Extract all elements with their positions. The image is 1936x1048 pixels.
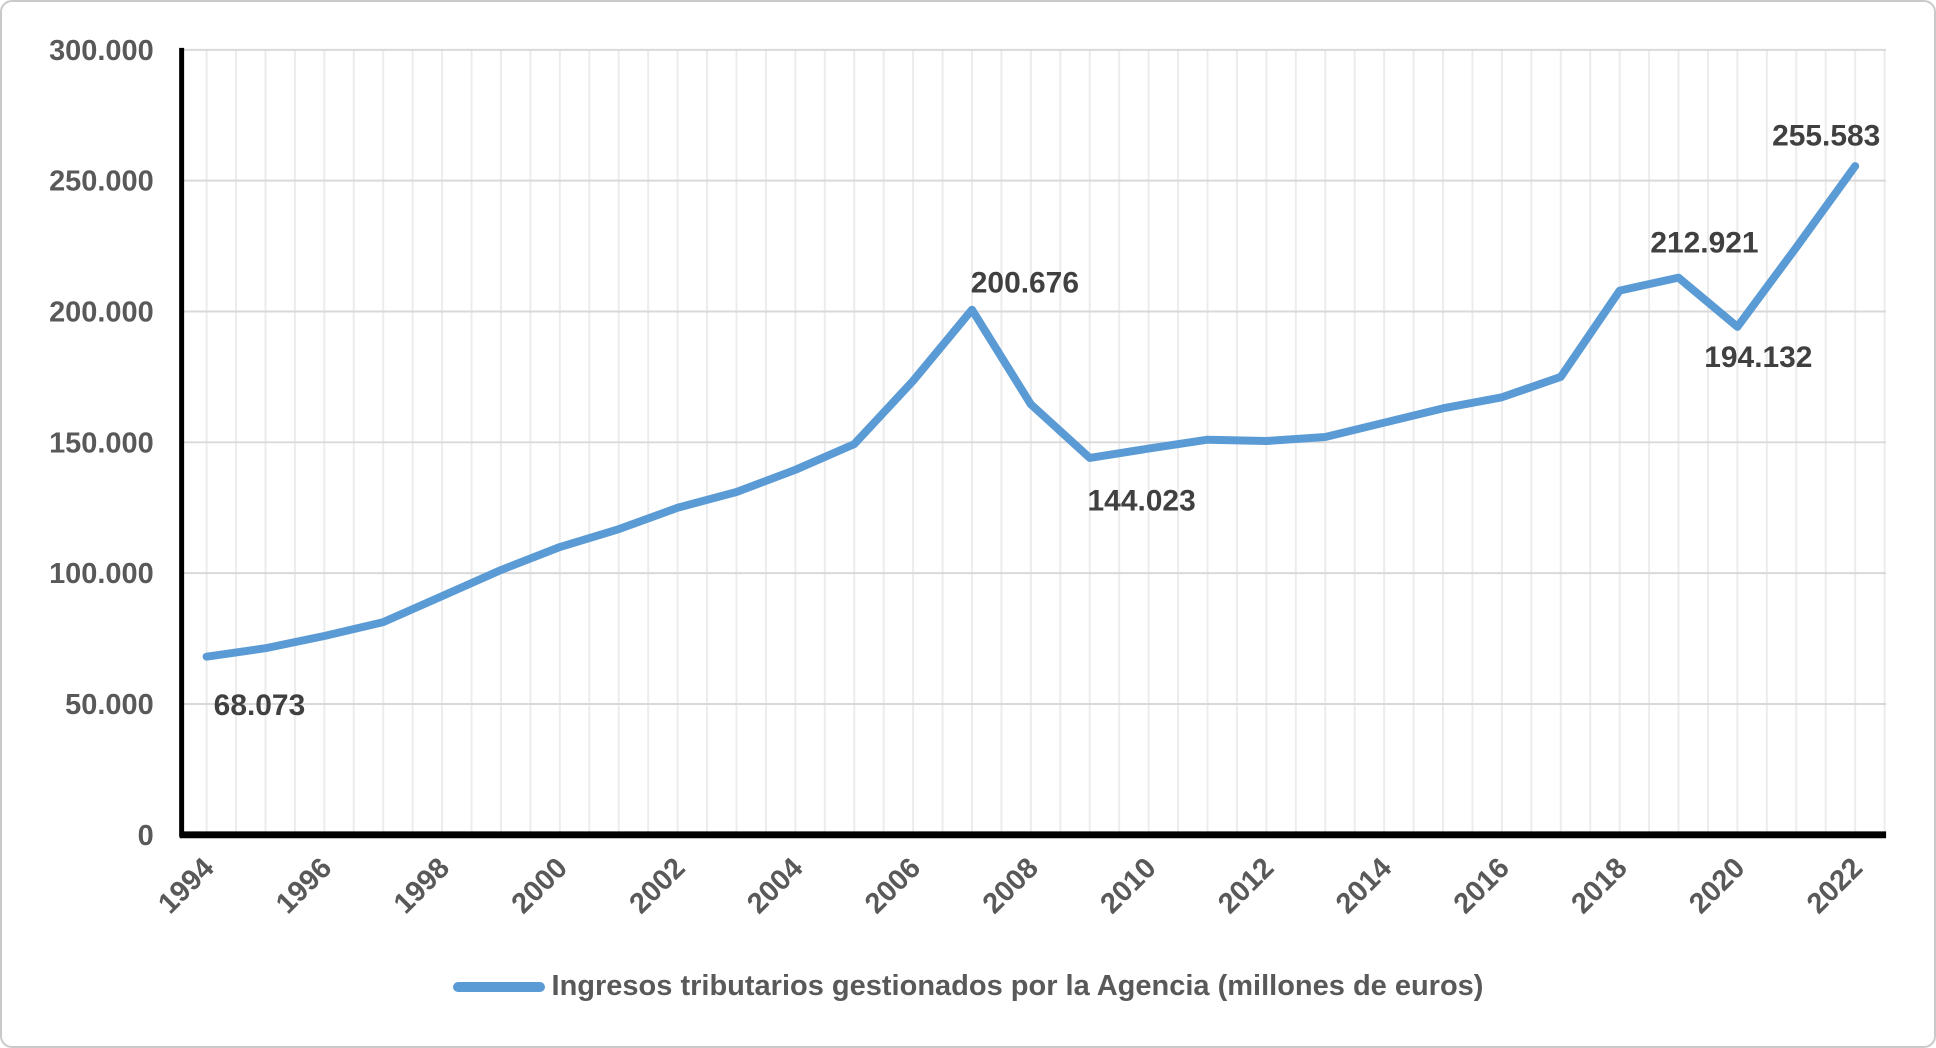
x-tick-label: 2022 bbox=[1801, 852, 1869, 920]
x-tick-label: 2016 bbox=[1448, 852, 1516, 920]
x-tick-label: 2006 bbox=[859, 852, 927, 920]
y-tick-label: 250.000 bbox=[49, 166, 154, 198]
data-label: 212.921 bbox=[1650, 226, 1758, 259]
y-tick-label: 50.000 bbox=[65, 689, 153, 721]
data-label: 194.132 bbox=[1704, 341, 1812, 374]
data-label: 255.583 bbox=[1772, 120, 1880, 153]
y-tick-label: 0 bbox=[138, 820, 154, 852]
y-gridlines bbox=[181, 48, 1887, 705]
x-tick-label: 2000 bbox=[506, 852, 574, 920]
x-tick-label: 1998 bbox=[388, 852, 456, 920]
y-tick-label: 150.000 bbox=[49, 427, 154, 459]
x-tick-label: 2004 bbox=[741, 852, 809, 920]
x-tick-label: 2018 bbox=[1565, 852, 1633, 920]
x-tick-label: 2012 bbox=[1212, 852, 1280, 920]
y-tick-label: 200.000 bbox=[49, 296, 154, 328]
data-label: 68.073 bbox=[214, 689, 306, 722]
data-label: 144.023 bbox=[1088, 484, 1196, 517]
x-tick-label: 2010 bbox=[1094, 852, 1162, 920]
x-tick-label: 2002 bbox=[623, 852, 691, 920]
x-tick-label: 2020 bbox=[1683, 852, 1751, 920]
x-tick-label: 1996 bbox=[270, 852, 338, 920]
x-tick-label: 2014 bbox=[1330, 852, 1398, 920]
x-tick-label: 2008 bbox=[977, 852, 1045, 920]
y-tick-label: 300.000 bbox=[49, 35, 154, 67]
x-tick-label: 1994 bbox=[152, 852, 220, 920]
revenue-series-line bbox=[202, 162, 1860, 661]
y-tick-label: 100.000 bbox=[49, 558, 154, 590]
data-label: 200.676 bbox=[971, 266, 1079, 299]
